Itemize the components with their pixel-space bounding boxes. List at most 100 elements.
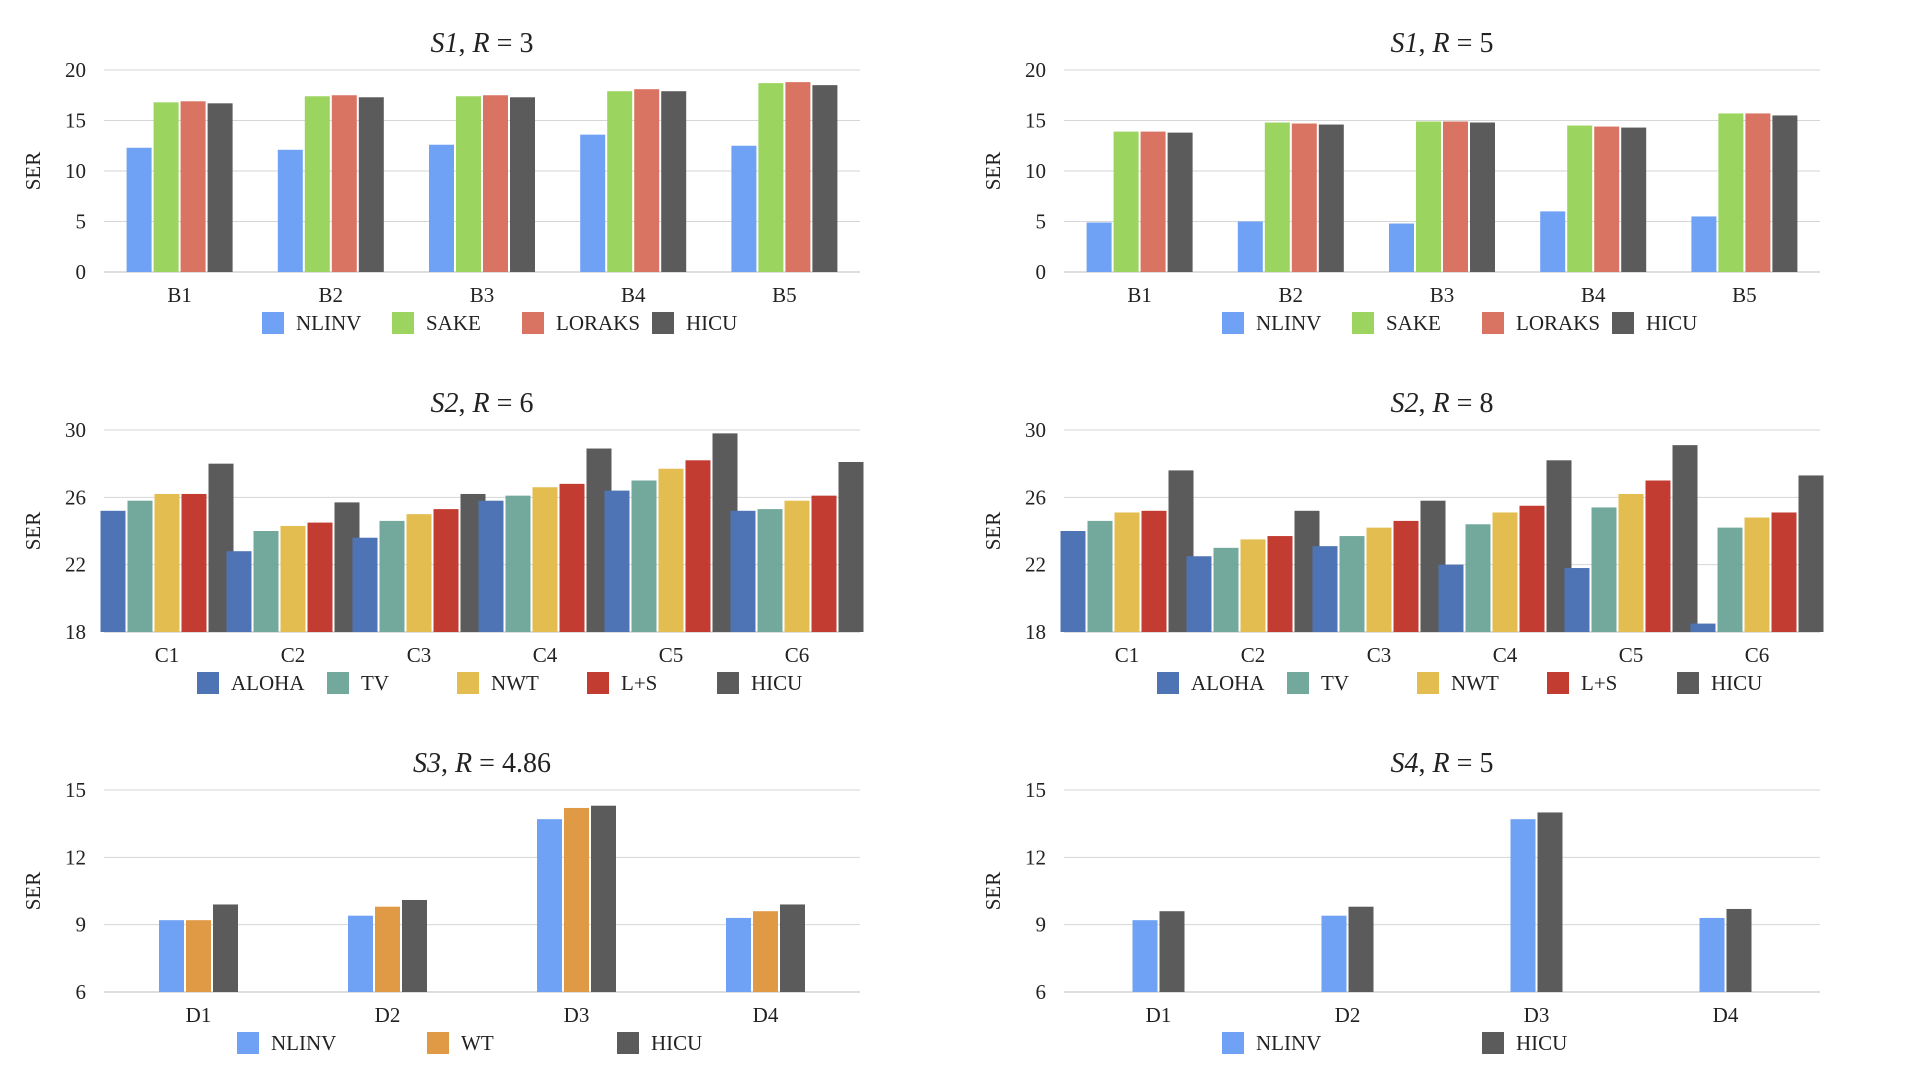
bar-hicu-b5 bbox=[1772, 115, 1798, 272]
chart-s1-r5: S1, R = 5 0 5 10 15 20 SER B1 B2 B3 B4 B5 NLINV SAKE L… bbox=[960, 0, 1920, 360]
bar-nwt-c4 bbox=[532, 487, 558, 632]
legend-item-wt: WT bbox=[427, 1031, 494, 1055]
legend-label: HICU bbox=[1646, 311, 1697, 335]
y-tick-label: 20 bbox=[65, 58, 86, 82]
bar-sake-b2 bbox=[304, 96, 330, 272]
y-axis-label: SER bbox=[21, 152, 45, 191]
y-tick-label: 30 bbox=[65, 418, 86, 442]
legend-label: TV bbox=[361, 671, 389, 695]
bar-hicu-d3 bbox=[1537, 812, 1563, 992]
bar-tv-c6 bbox=[1717, 527, 1743, 632]
x-tick-label: D4 bbox=[1713, 1003, 1739, 1027]
x-tick-label: D3 bbox=[564, 1003, 590, 1027]
chart-title: S2, R = 8 bbox=[1391, 388, 1494, 419]
legend-label: HICU bbox=[751, 671, 802, 695]
x-tick-label: B4 bbox=[1581, 283, 1606, 307]
bar-loraks-b4 bbox=[1594, 126, 1620, 272]
chart-title: S3, R = 4.86 bbox=[413, 748, 551, 779]
chart-svg: S3, R = 4.86 6 9 12 15 SER D1 D2 D3 D4 NLINV WT HICU bbox=[21, 748, 860, 1055]
bar-tv-c3 bbox=[1339, 536, 1365, 632]
bar-l-s-c4 bbox=[559, 483, 585, 632]
legend-swatch bbox=[327, 672, 349, 694]
bar-nlinv-d2 bbox=[348, 915, 373, 992]
x-tick-label: B5 bbox=[1732, 283, 1757, 307]
legend-item-l-s: L+S bbox=[587, 671, 657, 695]
y-tick-label: 0 bbox=[1036, 260, 1047, 284]
bar-aloha-c4 bbox=[1438, 564, 1464, 632]
y-tick-label: 9 bbox=[76, 913, 87, 937]
bar-l-s-c6 bbox=[1771, 512, 1797, 632]
legend-label: HICU bbox=[1711, 671, 1762, 695]
legend-swatch bbox=[522, 312, 544, 334]
legend-swatch bbox=[1482, 312, 1504, 334]
bar-nlinv-d3 bbox=[1510, 819, 1536, 992]
bar-wt-d1 bbox=[186, 920, 211, 992]
bar-aloha-c1 bbox=[1060, 531, 1086, 632]
bar-wt-d3 bbox=[564, 807, 589, 992]
legend-item-loraks: LORAKS bbox=[1482, 311, 1600, 335]
y-tick-label: 22 bbox=[1025, 553, 1046, 577]
bar-loraks-b1 bbox=[1140, 131, 1166, 272]
bar-tv-c5 bbox=[631, 480, 657, 632]
legend-swatch bbox=[1222, 312, 1244, 334]
legend-item-tv: TV bbox=[1287, 671, 1349, 695]
legend-label: ALOHA bbox=[1191, 671, 1265, 695]
bar-sake-b1 bbox=[1113, 131, 1139, 272]
legend-label: ALOHA bbox=[231, 671, 305, 695]
bar-hicu-c6 bbox=[838, 461, 864, 632]
bar-tv-c1 bbox=[1087, 520, 1113, 632]
bar-l-s-c2 bbox=[307, 522, 333, 632]
chart-title: S4, R = 5 bbox=[1391, 748, 1494, 779]
bar-sake-b4 bbox=[1567, 125, 1593, 272]
bar-aloha-c3 bbox=[1312, 546, 1338, 632]
x-tick-label: B1 bbox=[167, 283, 192, 307]
legend-item-hicu: HICU bbox=[1612, 311, 1697, 335]
bar-tv-c1 bbox=[127, 500, 153, 632]
bar-loraks-b2 bbox=[1291, 123, 1317, 272]
x-tick-label: D1 bbox=[186, 1003, 212, 1027]
chart-s2-r6: S2, R = 6 18 22 26 30 SER C1 C2 C3 C4 C5 C6 ALOHA TV N… bbox=[0, 360, 960, 720]
bar-l-s-c4 bbox=[1519, 505, 1545, 632]
chart-svg: S1, R = 5 0 5 10 15 20 SER B1 B2 B3 B4 B5 NLINV SAKE L… bbox=[981, 28, 1820, 335]
legend-swatch bbox=[1677, 672, 1699, 694]
legend-item-hicu: HICU bbox=[1482, 1031, 1567, 1055]
bar-l-s-c1 bbox=[181, 493, 207, 632]
x-tick-label: B2 bbox=[319, 283, 344, 307]
x-tick-label: B5 bbox=[772, 283, 797, 307]
legend-swatch bbox=[1547, 672, 1569, 694]
legend-swatch bbox=[262, 312, 284, 334]
y-axis-label: SER bbox=[981, 512, 1005, 551]
x-tick-label: D4 bbox=[753, 1003, 779, 1027]
bar-nlinv-b5 bbox=[1691, 216, 1717, 272]
bar-loraks-b4 bbox=[634, 89, 660, 272]
bar-tv-c3 bbox=[379, 520, 405, 632]
x-tick-label: C4 bbox=[1493, 643, 1518, 667]
x-tick-label: C1 bbox=[1115, 643, 1140, 667]
legend-item-l-s: L+S bbox=[1547, 671, 1617, 695]
bar-aloha-c2 bbox=[226, 551, 252, 632]
y-tick-label: 0 bbox=[76, 260, 87, 284]
bar-hicu-b4 bbox=[1621, 127, 1647, 272]
bar-hicu-d2 bbox=[1348, 906, 1374, 992]
x-tick-label: C1 bbox=[155, 643, 180, 667]
bar-sake-b3 bbox=[456, 96, 481, 272]
bar-sake-b2 bbox=[1264, 122, 1290, 273]
legend-item-nlinv: NLINV bbox=[1222, 311, 1321, 335]
legend-item-hicu: HICU bbox=[617, 1031, 702, 1055]
x-tick-label: B1 bbox=[1127, 283, 1152, 307]
bar-hicu-d1 bbox=[1159, 911, 1185, 992]
legend-item-aloha: ALOHA bbox=[1157, 671, 1265, 695]
y-tick-label: 26 bbox=[1025, 485, 1046, 509]
x-tick-label: B3 bbox=[1430, 283, 1455, 307]
x-tick-label: D2 bbox=[1335, 1003, 1361, 1027]
y-tick-label: 12 bbox=[65, 845, 86, 869]
y-tick-label: 26 bbox=[65, 485, 86, 509]
bar-nlinv-b1 bbox=[1086, 222, 1112, 272]
legend-label: TV bbox=[1321, 671, 1349, 695]
y-tick-label: 5 bbox=[76, 210, 87, 234]
chart-svg: S2, R = 8 18 22 26 30 SER C1 C2 C3 C4 C5 C6 ALOHA TV N… bbox=[981, 388, 1824, 695]
bar-nwt-c6 bbox=[1744, 517, 1770, 632]
y-axis-label: SER bbox=[21, 872, 45, 911]
legend-swatch bbox=[457, 672, 479, 694]
bar-aloha-c5 bbox=[604, 490, 630, 632]
